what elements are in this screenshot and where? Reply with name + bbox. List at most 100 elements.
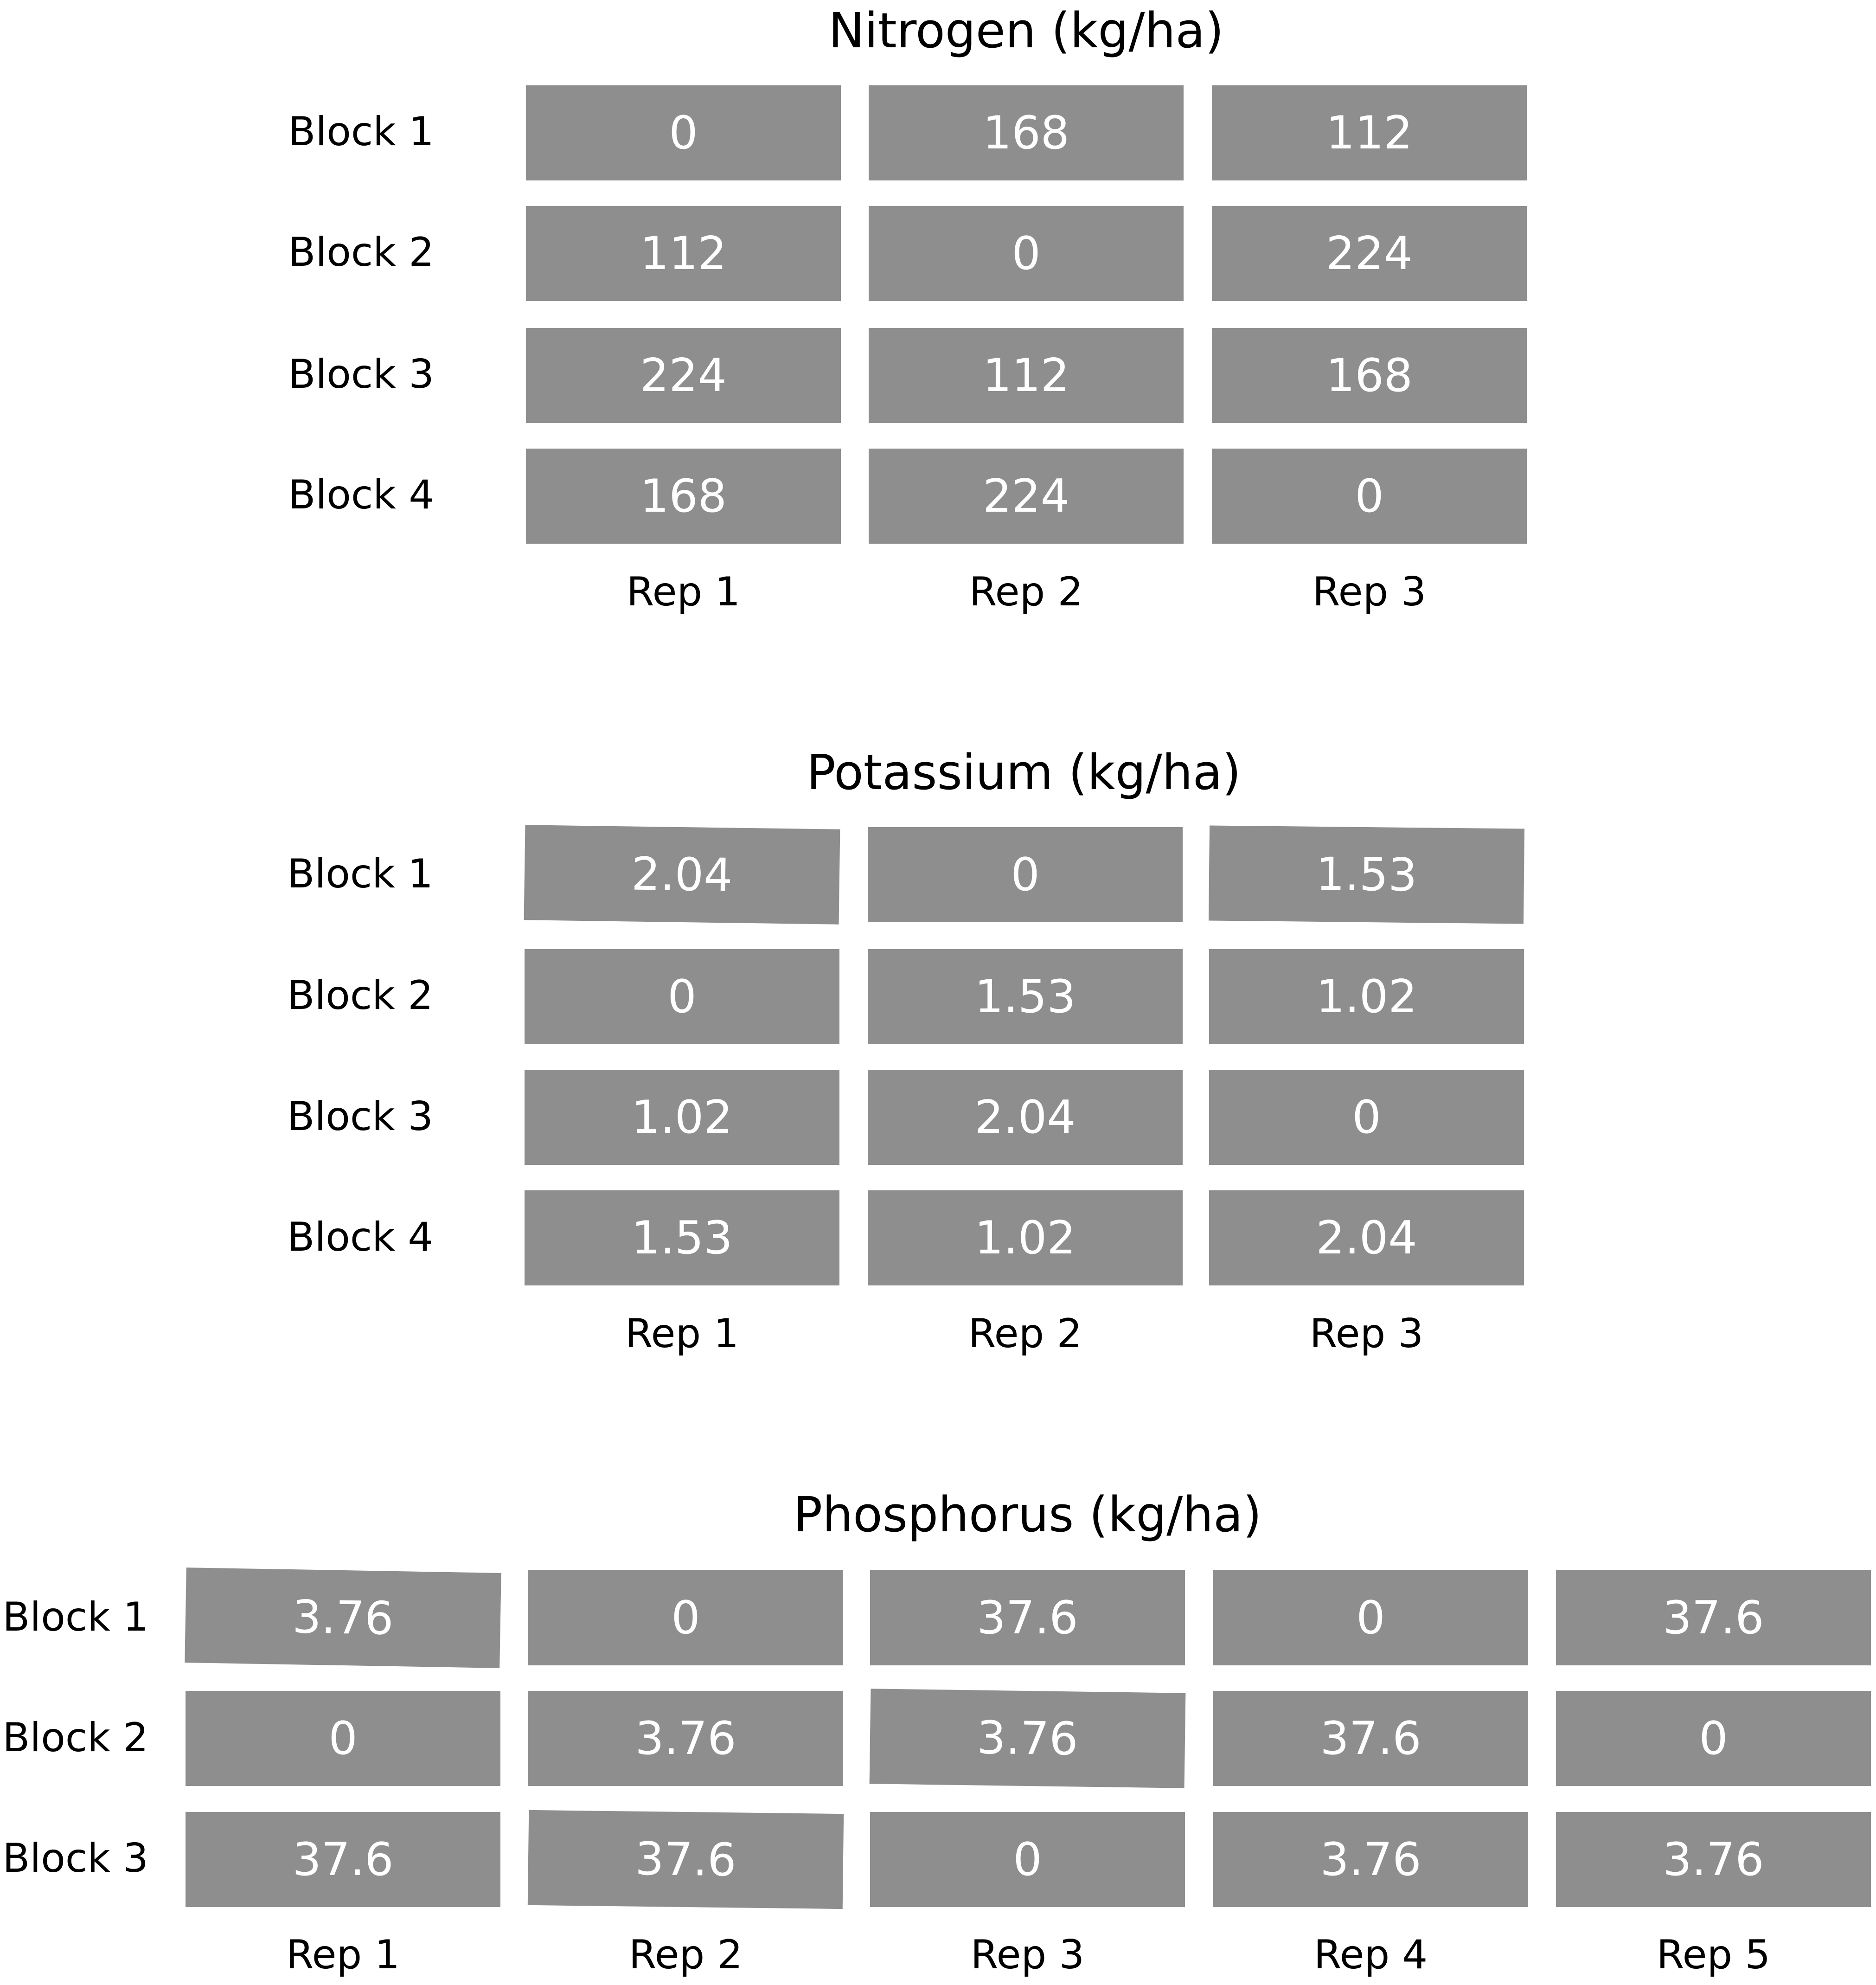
- panel-title: Nitrogen (kg/ha): [828, 2, 1224, 59]
- plot-cell-value: 37.6: [977, 1591, 1078, 1645]
- plot-cell-value: 0: [328, 1712, 358, 1765]
- plot-cell-value: 3.76: [976, 1711, 1079, 1766]
- plot-cell: 37.6: [186, 1812, 500, 1907]
- plot-cell: 0: [870, 1812, 1185, 1907]
- column-label: Rep 1: [286, 1932, 400, 1978]
- column-label: Rep 3: [1312, 569, 1427, 615]
- plot-cell: 1.53: [525, 1190, 839, 1285]
- plot-cell-value: 2.04: [974, 1091, 1076, 1144]
- row-label: Block 4: [288, 472, 434, 518]
- plot-cell: 2.04: [868, 1070, 1183, 1165]
- plot-cell: 0: [1556, 1691, 1871, 1786]
- plot-cell: 0: [525, 949, 839, 1044]
- plot-cell: 1.02: [1209, 949, 1524, 1044]
- column-label: Rep 1: [625, 1310, 739, 1357]
- plot-cell: 3.76: [528, 1691, 843, 1786]
- plot-cell-value: 0: [671, 1591, 700, 1645]
- plot-cell-value: 168: [1325, 349, 1413, 402]
- column-label: Rep 2: [969, 569, 1083, 615]
- row-label: Block 2: [287, 972, 433, 1019]
- plot-cell-value: 37.6: [634, 1832, 737, 1887]
- plot-cell-value: 1.02: [631, 1091, 733, 1144]
- row-label: Block 3: [287, 1093, 433, 1140]
- plot-cell-value: 2.04: [1316, 1211, 1417, 1265]
- plot-cell: 3.76: [1213, 1812, 1528, 1907]
- plot-cell: 112: [526, 206, 841, 301]
- column-label: Rep 2: [628, 1932, 743, 1978]
- row-label: Block 3: [2, 1835, 148, 1882]
- plot-cell-value: 168: [640, 469, 727, 523]
- plot-cell: 168: [869, 85, 1184, 180]
- plot-cell-value: 0: [1355, 469, 1384, 523]
- plot-cell: 1.53: [868, 949, 1183, 1044]
- plot-cell-value: 224: [1325, 227, 1413, 280]
- plot-cell-value: 0: [667, 970, 697, 1023]
- row-label: Block 1: [288, 109, 434, 155]
- plot-cell: 1.02: [868, 1190, 1183, 1285]
- plot-cell: 0: [869, 206, 1184, 301]
- plot-cell: 0: [1213, 1570, 1528, 1665]
- plot-cell: 3.76: [185, 1567, 501, 1668]
- plot-cell: 37.6: [1213, 1691, 1528, 1786]
- column-label: Rep 3: [1309, 1310, 1424, 1357]
- plot-cell-value: 224: [982, 469, 1070, 523]
- plot-cell: 2.04: [524, 825, 840, 925]
- plot-cell: 0: [186, 1691, 500, 1786]
- panel-title: Phosphorus (kg/ha): [793, 1486, 1262, 1543]
- row-label: Block 4: [287, 1214, 433, 1260]
- plot-cell: 224: [869, 449, 1184, 544]
- plot-cell-value: 3.76: [1320, 1833, 1421, 1886]
- column-label: Rep 3: [970, 1932, 1085, 1978]
- plot-cell-value: 1.53: [1315, 848, 1418, 902]
- row-label: Block 1: [2, 1594, 148, 1640]
- plot-cell: 0: [528, 1570, 843, 1665]
- plot-cell-value: 3.76: [635, 1712, 736, 1765]
- plot-cell-value: 0: [1013, 1833, 1042, 1886]
- plot-cell-value: 37.6: [292, 1833, 394, 1886]
- plot-cell-value: 0: [1356, 1591, 1385, 1645]
- plot-cell-value: 0: [1012, 227, 1041, 280]
- plot-cell-value: 112: [640, 227, 727, 280]
- plot-cell-value: 37.6: [1663, 1591, 1764, 1645]
- plot-cell-value: 1.02: [974, 1211, 1076, 1265]
- row-label: Block 2: [2, 1715, 148, 1761]
- column-label: Rep 2: [968, 1310, 1082, 1357]
- row-label: Block 1: [287, 851, 433, 897]
- plot-cell: 0: [868, 827, 1183, 922]
- column-label: Rep 1: [626, 569, 741, 615]
- plot-cell: 168: [526, 449, 841, 544]
- plot-cell-value: 1.53: [974, 970, 1076, 1023]
- column-label: Rep 4: [1313, 1932, 1428, 1978]
- plot-cell-value: 3.76: [292, 1590, 394, 1645]
- plot-cell-value: 0: [1699, 1712, 1728, 1765]
- plot-cell: 2.04: [1209, 1190, 1524, 1285]
- plot-cell: 3.76: [1556, 1812, 1871, 1907]
- plot-cell-value: 0: [1011, 848, 1040, 901]
- plot-cell: 1.53: [1208, 825, 1525, 924]
- plot-cell-value: 112: [1325, 106, 1413, 160]
- plot-cell: 1.02: [525, 1070, 839, 1165]
- plot-cell-value: 168: [982, 106, 1070, 160]
- plot-cell: 37.6: [1556, 1570, 1871, 1665]
- row-label: Block 3: [288, 351, 434, 398]
- plot-cell-value: 2.04: [631, 847, 733, 902]
- plot-cell: 37.6: [870, 1570, 1185, 1665]
- plot-cell: 37.6: [527, 1810, 844, 1909]
- plot-cell-value: 112: [982, 349, 1070, 402]
- plot-cell-value: 224: [640, 349, 727, 402]
- plot-cell: 168: [1212, 328, 1527, 423]
- plot-cell-value: 1.53: [631, 1211, 733, 1265]
- plot-cell: 0: [1209, 1070, 1524, 1165]
- row-label: Block 2: [288, 229, 434, 276]
- plot-cell-value: 37.6: [1320, 1712, 1421, 1765]
- plot-cell: 0: [526, 85, 841, 180]
- plot-cell: 224: [526, 328, 841, 423]
- plot-cell-value: 3.76: [1663, 1833, 1764, 1886]
- plot-cell-value: 1.02: [1316, 970, 1417, 1023]
- plot-cell-value: 0: [669, 106, 698, 160]
- plot-cell: 112: [869, 328, 1184, 423]
- plot-cell: 0: [1212, 449, 1527, 544]
- column-label: Rep 5: [1656, 1932, 1771, 1978]
- plot-cell: 224: [1212, 206, 1527, 301]
